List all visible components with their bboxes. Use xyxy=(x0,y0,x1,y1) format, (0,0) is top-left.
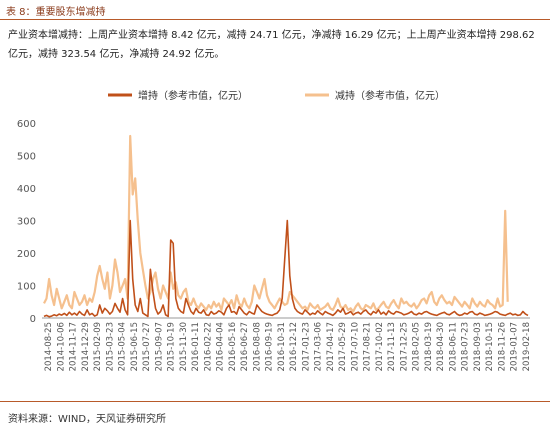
x-tick-label: 2015-03-23 xyxy=(105,322,115,371)
x-tick-label: 2016-09-19 xyxy=(265,322,275,371)
x-tick-label: 2015-02-09 xyxy=(93,322,103,371)
x-tick-label: 2019-02-18 xyxy=(522,322,532,371)
x-tick-label: 2018-02-05 xyxy=(412,322,422,371)
footer-rule xyxy=(0,401,550,402)
y-tick-label: 400 xyxy=(17,184,36,195)
x-tick-label: 2015-05-04 xyxy=(118,322,128,371)
x-tick-label: 2015-06-15 xyxy=(130,322,140,371)
x-tick-label: 2014-10-06 xyxy=(56,322,66,371)
x-tick-label: 2015-11-30 xyxy=(179,322,189,371)
x-tick-label: 2014-11-17 xyxy=(69,322,79,371)
x-tick-label: 2018-06-11 xyxy=(449,322,459,371)
y-tick-label: 200 xyxy=(17,249,36,260)
x-tick-label: 2017-04-17 xyxy=(326,322,336,371)
table-title: 表 8：重要股东增减持 xyxy=(6,7,106,18)
x-tick-label: 2016-05-16 xyxy=(228,322,238,371)
x-tick-label: 2018-11-26 xyxy=(498,322,508,371)
x-tick-label: 2016-01-11 xyxy=(191,322,201,371)
y-tick-label: 100 xyxy=(17,282,36,293)
line-chart: 增持（参考市值，亿元） 减持（参考市值，亿元） 0 100 200 300 400 500 60… xyxy=(17,89,532,371)
y-tick-label: 500 xyxy=(17,152,36,163)
legend-label-1: 减持（参考市值，亿元） xyxy=(335,89,445,102)
x-tick-label: 2019-01-07 xyxy=(510,322,520,371)
x-tick-label: 2016-12-12 xyxy=(289,322,299,371)
header-rule xyxy=(0,19,550,20)
summary-text: 产业资本增减持：上周产业资本增持 8.42 亿元，减持 24.71 亿元，净减持… xyxy=(8,30,535,60)
x-tick-label: 2017-11-13 xyxy=(387,322,397,371)
x-tick-label: 2015-09-07 xyxy=(154,322,164,371)
x-tick-label: 2017-03-06 xyxy=(314,322,324,371)
x-tick-label: 2017-05-29 xyxy=(338,322,348,371)
x-tick-label: 2016-02-22 xyxy=(203,322,213,371)
series-line-0 xyxy=(43,219,529,318)
source-note: 资料来源：WIND，天风证券研究所 xyxy=(8,414,167,425)
x-tick-label: 2017-01-23 xyxy=(301,322,311,371)
x-tick-label: 2016-04-04 xyxy=(216,322,226,371)
x-tick-label: 2014-12-29 xyxy=(81,322,91,371)
x-tick-label: 2017-08-21 xyxy=(363,322,373,371)
legend-label-0: 增持（参考市值，亿元） xyxy=(138,89,248,102)
x-tick-label: 2015-10-19 xyxy=(167,322,177,371)
x-tick-label: 2014-08-25 xyxy=(44,322,54,371)
x-tick-label: 2016-08-08 xyxy=(252,322,262,371)
y-tick-label: 300 xyxy=(17,217,36,228)
x-tick-label: 2017-07-10 xyxy=(350,322,360,371)
y-tick-label: 600 xyxy=(17,119,36,130)
x-tick-label: 2017-12-25 xyxy=(399,322,409,371)
x-tick-label: 2018-04-30 xyxy=(436,322,446,371)
series-line-1 xyxy=(43,134,509,313)
x-tick-label: 2015-07-27 xyxy=(142,322,152,371)
x-tick-label: 2016-06-27 xyxy=(240,322,250,371)
x-tick-label: 2017-10-02 xyxy=(375,322,385,371)
x-tick-label: 2018-09-03 xyxy=(473,322,483,371)
table-header: 表 8：重要股东增减持 xyxy=(0,0,550,20)
x-tick-label: 2016-10-31 xyxy=(277,322,287,371)
x-tick-label: 2018-10-15 xyxy=(485,322,495,371)
x-tick-label: 2018-07-23 xyxy=(461,322,471,371)
y-tick-label: 0 xyxy=(30,314,36,325)
x-tick-label: 2018-03-19 xyxy=(424,322,434,371)
